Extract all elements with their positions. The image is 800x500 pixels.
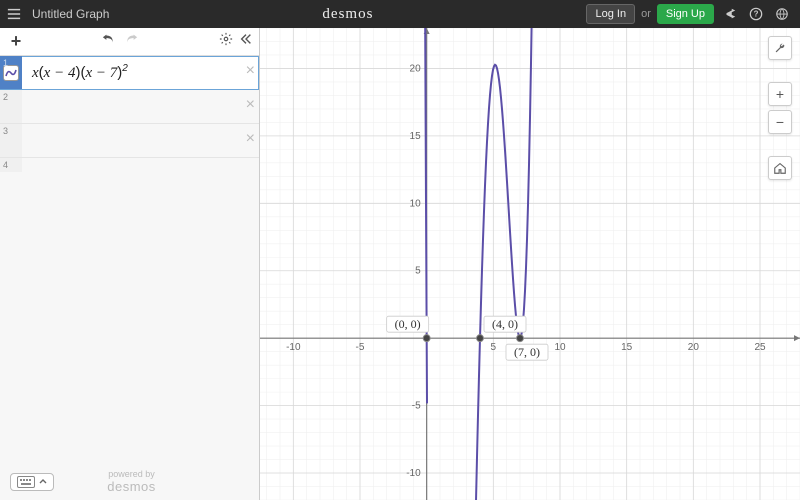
zoom-out-button[interactable]: − [768, 110, 792, 134]
undo-button[interactable] [102, 32, 116, 51]
graph-canvas[interactable]: -10 -5 5 10 15 20 25 -10 -5 5 10 15 20 (0, 0) (4, 0) (7… [260, 28, 800, 500]
signup-button[interactable]: Sign Up [657, 4, 714, 24]
svg-text:?: ? [754, 10, 759, 19]
expression-input[interactable] [22, 90, 259, 123]
svg-text:15: 15 [621, 342, 633, 353]
help-icon[interactable]: ? [746, 4, 766, 24]
graph-title[interactable]: Untitled Graph [32, 7, 109, 21]
delete-expression-icon[interactable]: × [246, 130, 255, 148]
expression-input[interactable] [22, 124, 259, 157]
or-label: or [641, 8, 651, 20]
language-icon[interactable] [772, 4, 792, 24]
expression-row[interactable]: 3 × [0, 124, 259, 158]
row-index: 1 [3, 58, 8, 68]
settings-icon[interactable] [219, 32, 233, 51]
delete-expression-icon[interactable]: × [246, 96, 255, 114]
home-button[interactable] [768, 156, 792, 180]
expression-list: 1 x(x − 4)(x − 7)2 × 2 × 3 × 4 [0, 56, 259, 464]
expression-row[interactable]: 2 × [0, 90, 259, 124]
svg-text:15: 15 [410, 131, 422, 142]
svg-text:-10: -10 [286, 342, 301, 353]
login-button[interactable]: Log In [586, 4, 635, 24]
add-expression-button[interactable]: + [6, 31, 26, 52]
svg-text:-10: -10 [406, 468, 421, 479]
svg-text:10: 10 [554, 342, 566, 353]
graph-controls: + − [768, 36, 792, 180]
svg-text:5: 5 [491, 342, 497, 353]
brand-logo: desmos [109, 6, 586, 23]
expression-gutter[interactable]: 1 [0, 56, 22, 89]
svg-text:-5: -5 [356, 342, 365, 353]
top-bar: Untitled Graph desmos Log In or Sign Up … [0, 0, 800, 28]
sidebar-toolbar: + [0, 28, 259, 56]
keyboard-toggle[interactable] [10, 473, 54, 491]
menu-icon[interactable] [0, 0, 28, 28]
delete-expression-icon[interactable]: × [246, 62, 255, 80]
svg-text:10: 10 [410, 198, 422, 209]
redo-button[interactable] [124, 32, 138, 51]
svg-text:(7, 0): (7, 0) [514, 345, 540, 359]
svg-text:(0, 0): (0, 0) [395, 317, 421, 331]
share-icon[interactable] [720, 4, 740, 24]
zoom-in-button[interactable]: + [768, 82, 792, 106]
collapse-sidebar-icon[interactable] [239, 32, 253, 51]
svg-text:5: 5 [415, 266, 421, 277]
wrench-icon[interactable] [768, 36, 792, 60]
svg-text:25: 25 [754, 342, 766, 353]
svg-text:(4, 0): (4, 0) [492, 317, 518, 331]
expression-row[interactable]: 1 x(x − 4)(x − 7)2 × [0, 56, 259, 90]
powered-by-label: powered by desmos [107, 470, 156, 494]
expression-row[interactable]: 4 [0, 158, 259, 172]
expression-input[interactable]: x(x − 4)(x − 7)2 [22, 56, 259, 89]
svg-text:20: 20 [410, 63, 422, 74]
svg-text:20: 20 [688, 342, 700, 353]
expression-sidebar: + 1 x(x − 4)(x − 7)2 × 2 × [0, 28, 260, 500]
svg-text:-5: -5 [412, 401, 421, 412]
